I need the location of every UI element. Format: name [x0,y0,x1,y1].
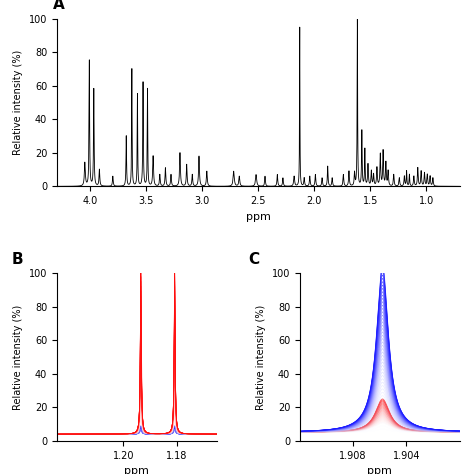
X-axis label: ppm: ppm [246,212,271,222]
X-axis label: ppm: ppm [367,466,392,474]
Text: C: C [249,252,260,267]
X-axis label: ppm: ppm [124,466,149,474]
Text: A: A [53,0,64,12]
Y-axis label: Relative intensity (%): Relative intensity (%) [13,50,23,155]
Text: B: B [12,252,24,267]
Y-axis label: Relative intensity (%): Relative intensity (%) [13,304,23,410]
Y-axis label: Relative intensity (%): Relative intensity (%) [256,304,266,410]
